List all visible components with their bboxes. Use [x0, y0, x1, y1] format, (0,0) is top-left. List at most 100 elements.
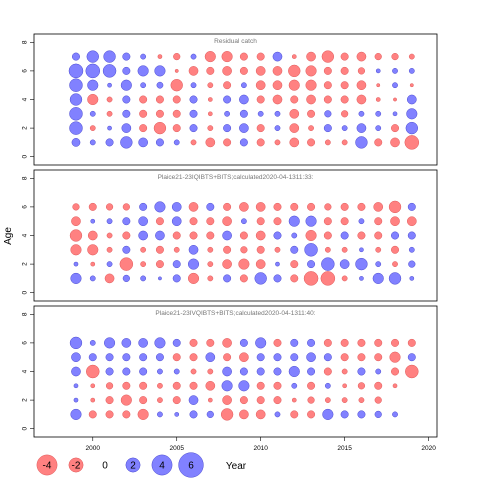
positive-residual-bubble: [222, 366, 232, 377]
positive-residual-bubble: [106, 261, 113, 268]
negative-residual-bubble: [187, 272, 200, 284]
positive-residual-bubble: [140, 82, 147, 89]
y-tick-label: 2: [22, 398, 29, 402]
positive-residual-bubble: [205, 352, 216, 363]
negative-residual-bubble: [256, 138, 265, 147]
negative-residual-bubble: [105, 382, 114, 390]
positive-residual-bubble: [189, 109, 198, 118]
negative-residual-bubble: [256, 381, 265, 390]
positive-residual-bubble: [171, 202, 182, 212]
positive-residual-bubble: [307, 367, 316, 376]
positive-residual-bubble: [89, 339, 96, 346]
positive-residual-bubble: [291, 382, 298, 389]
negative-residual-bubble: [393, 97, 397, 102]
negative-residual-bubble: [170, 79, 183, 92]
positive-residual-bubble: [138, 230, 148, 241]
positive-residual-bubble: [137, 65, 149, 77]
negative-residual-bubble: [290, 274, 299, 283]
positive-residual-bubble: [122, 245, 131, 254]
negative-residual-bubble: [321, 50, 335, 63]
negative-residual-bubble: [173, 246, 180, 253]
positive-residual-bubble: [290, 245, 299, 254]
negative-residual-bubble: [105, 410, 114, 419]
positive-residual-bubble: [172, 338, 181, 347]
negative-residual-bubble: [291, 397, 297, 403]
negative-residual-bubble: [106, 246, 113, 253]
negative-residual-bubble: [341, 275, 348, 282]
y-tick-label: 4: [22, 233, 29, 237]
positive-residual-bubble: [372, 272, 384, 284]
positive-residual-bubble: [221, 380, 233, 392]
positive-residual-bubble: [138, 137, 148, 148]
negative-residual-bubble: [106, 110, 113, 117]
positive-residual-bubble: [357, 367, 366, 376]
positive-residual-bubble: [223, 274, 232, 283]
negative-residual-bubble: [256, 52, 265, 61]
negative-residual-bubble: [255, 80, 266, 91]
y-tick-label: 6: [22, 205, 29, 209]
negative-residual-bubble: [139, 124, 148, 133]
positive-residual-bubble: [340, 231, 349, 240]
negative-residual-bubble: [120, 394, 132, 406]
positive-residual-bubble: [273, 231, 282, 240]
y-tick-label: 6: [22, 341, 29, 345]
positive-residual-bubble: [140, 53, 147, 60]
negative-residual-bubble: [189, 353, 198, 362]
negative-residual-bubble: [223, 202, 232, 211]
legend-label: 2: [130, 461, 136, 472]
negative-residual-bubble: [238, 258, 250, 270]
x-tick-label: 2010: [253, 445, 268, 452]
positive-residual-bubble: [241, 82, 247, 89]
positive-residual-bubble: [85, 63, 101, 79]
positive-residual-bubble: [173, 139, 180, 146]
negative-residual-bubble: [404, 135, 420, 150]
negative-residual-bubble: [208, 397, 213, 403]
positive-residual-bubble: [105, 138, 114, 147]
negative-residual-bubble: [306, 94, 316, 105]
negative-residual-bubble: [307, 202, 316, 211]
positive-residual-bubble: [89, 275, 96, 282]
panel-title: Plaice21-23IVQIBTS+BITS;calculated2020-0…: [155, 310, 315, 317]
positive-residual-bubble: [69, 336, 83, 350]
negative-residual-bubble: [140, 246, 147, 253]
negative-residual-bubble: [323, 338, 332, 347]
positive-residual-bubble: [190, 53, 197, 60]
positive-residual-bubble: [355, 257, 368, 271]
positive-residual-bubble: [157, 368, 163, 375]
positive-residual-bubble: [375, 110, 382, 117]
negative-residual-bubble: [207, 246, 214, 253]
positive-residual-bubble: [206, 202, 215, 211]
positive-residual-bubble: [359, 247, 364, 253]
positive-residual-bubble: [239, 367, 248, 376]
positive-residual-bubble: [391, 231, 400, 240]
y-tick-label: 0: [22, 427, 29, 431]
negative-residual-bubble: [374, 138, 383, 147]
negative-residual-bubble: [357, 382, 366, 390]
y-tick-label: 4: [22, 369, 29, 373]
negative-residual-bubble: [374, 381, 383, 390]
positive-residual-bubble: [339, 259, 350, 269]
negative-residual-bubble: [290, 410, 299, 419]
x-axis-label: Year: [226, 461, 247, 472]
y-tick-label: 6: [22, 69, 29, 73]
negative-residual-bubble: [272, 80, 283, 91]
positive-residual-bubble: [340, 410, 349, 419]
negative-residual-bubble: [392, 383, 398, 389]
negative-residual-bubble: [223, 81, 232, 90]
negative-residual-bubble: [340, 338, 349, 347]
negative-residual-bubble: [341, 139, 348, 146]
positive-residual-bubble: [104, 337, 116, 349]
negative-residual-bubble: [172, 231, 181, 240]
negative-residual-bubble: [273, 381, 282, 390]
negative-residual-bubble: [272, 66, 283, 76]
positive-residual-bubble: [122, 95, 131, 104]
negative-residual-bubble: [172, 124, 181, 133]
positive-residual-bubble: [155, 138, 164, 147]
positive-residual-bubble: [189, 124, 198, 133]
negative-residual-bubble: [255, 230, 266, 241]
positive-residual-bubble: [239, 338, 248, 347]
negative-residual-bubble: [139, 396, 148, 405]
negative-residual-bubble: [374, 217, 383, 226]
negative-residual-bubble: [223, 138, 232, 147]
y-tick-label: 8: [22, 312, 29, 316]
